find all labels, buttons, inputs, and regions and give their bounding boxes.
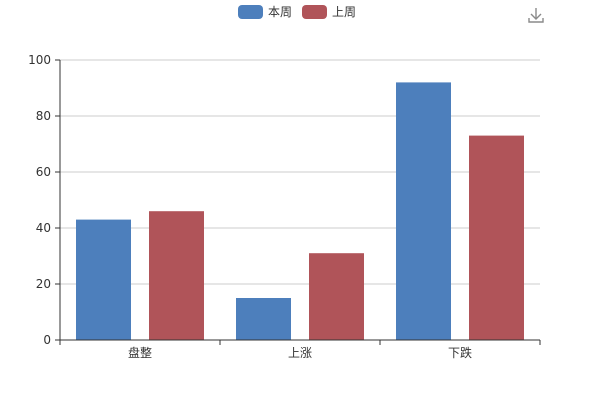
y-tick-label: 60 xyxy=(36,165,51,179)
x-tick-label: 盘整 xyxy=(128,345,152,360)
x-tick-label: 下跌 xyxy=(448,345,472,360)
x-tick-label: 上涨 xyxy=(288,345,312,360)
legend-item-last-week[interactable]: 上周 xyxy=(302,5,356,19)
y-tick-label: 80 xyxy=(36,109,51,123)
download-icon xyxy=(528,8,544,23)
bar-last-week[interactable] xyxy=(149,211,204,340)
y-tick-label: 0 xyxy=(43,333,51,347)
bar-last-week[interactable] xyxy=(469,135,524,340)
y-tick-label: 100 xyxy=(28,53,51,67)
y-tick-label: 40 xyxy=(36,221,51,235)
legend-swatch xyxy=(302,5,327,19)
axes: 0 20 40 60 80 100 盘整 上涨 下跌 xyxy=(28,53,541,360)
legend: 本周 上周 xyxy=(238,5,356,19)
legend-item-this-week[interactable]: 本周 xyxy=(238,5,292,19)
bar-this-week[interactable] xyxy=(396,82,451,341)
bars xyxy=(76,82,524,341)
legend-label: 本周 xyxy=(268,5,292,19)
y-tick-label: 20 xyxy=(36,277,51,291)
bar-this-week[interactable] xyxy=(236,298,291,340)
legend-swatch xyxy=(238,5,263,19)
bar-last-week[interactable] xyxy=(309,253,364,340)
bar-this-week[interactable] xyxy=(76,219,131,340)
download-button[interactable] xyxy=(528,8,544,23)
legend-label: 上周 xyxy=(332,5,356,19)
grid-lines xyxy=(60,59,540,285)
